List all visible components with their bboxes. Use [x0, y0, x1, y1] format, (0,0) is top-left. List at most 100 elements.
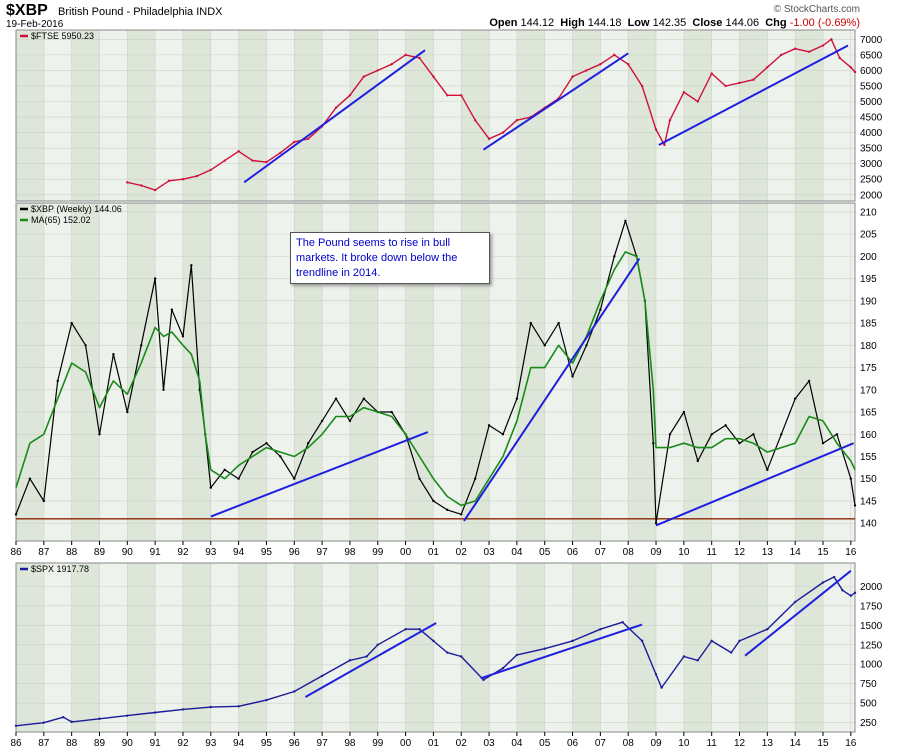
series-point — [251, 159, 254, 162]
x-tick-label: 94 — [233, 547, 245, 558]
series-point — [780, 53, 783, 57]
series-point — [460, 513, 463, 516]
series-point — [654, 128, 658, 131]
x-tick-label: 90 — [122, 738, 134, 749]
series-point — [599, 627, 602, 631]
x-tick-label: 94 — [233, 738, 245, 749]
low-label: Low — [627, 17, 650, 29]
x-tick-label: 86 — [10, 547, 22, 558]
year-band — [16, 563, 44, 732]
x-tick-label: 03 — [484, 738, 496, 749]
series-point — [432, 499, 435, 503]
trendline — [210, 431, 429, 518]
series-point — [668, 118, 672, 122]
series-point — [390, 62, 393, 66]
series-point — [460, 94, 463, 97]
legend-label: $XBP (Weekly) 144.06 — [31, 204, 122, 214]
x-tick-label: 00 — [400, 738, 412, 749]
quote-summary: Open 144.12 High 144.18 Low 142.35 Close… — [489, 17, 860, 29]
x-tick-label: 99 — [372, 738, 384, 749]
year-band — [349, 30, 378, 201]
series-point — [348, 419, 352, 423]
y-tick-label: 155 — [860, 452, 877, 463]
y-tick-label: 140 — [860, 519, 877, 530]
series-point — [621, 620, 624, 624]
series-point — [432, 75, 435, 78]
y-tick-label: 150 — [860, 474, 877, 485]
x-tick-label: 16 — [845, 547, 857, 558]
series-point — [599, 62, 602, 66]
x-tick-label: 93 — [205, 547, 217, 558]
y-tick-label: 1000 — [860, 660, 883, 671]
series-point — [170, 308, 174, 311]
series-point — [738, 441, 741, 445]
legend-label: $SPX 1917.78 — [31, 564, 89, 574]
year-band — [739, 30, 768, 201]
year-band — [405, 563, 434, 732]
series-point — [571, 375, 574, 378]
chart-date: 19-Feb-2016 — [6, 19, 64, 30]
series-point — [557, 321, 560, 325]
trendline — [482, 52, 629, 151]
x-tick-label: 15 — [817, 547, 829, 558]
year-band — [238, 203, 267, 541]
x-tick-label: 89 — [94, 547, 106, 558]
series-point — [167, 179, 171, 182]
series-point — [835, 433, 839, 436]
y-tick-label: 180 — [860, 341, 877, 352]
series-point — [70, 321, 73, 325]
year-band — [572, 203, 601, 541]
series-point — [153, 711, 157, 714]
y-tick-label: 1250 — [860, 640, 883, 651]
year-band — [516, 203, 545, 541]
series-point — [140, 344, 143, 347]
x-tick-label: 01 — [428, 547, 440, 558]
x-tick-label: 10 — [678, 738, 690, 749]
y-tick-label: 195 — [860, 274, 877, 285]
panel-1: 2000 2500 3000 3500 4000 4500 5000 5500 6000 6500… — [15, 29, 883, 202]
year-band — [294, 30, 323, 201]
series-point — [710, 639, 713, 643]
series-point — [543, 344, 546, 347]
instrument-name: British Pound - Philadelphia INDX — [58, 6, 222, 18]
x-tick-label: 96 — [289, 738, 301, 749]
year-band — [127, 203, 156, 541]
x-tick-label: 93 — [205, 738, 217, 749]
y-tick-label: 750 — [860, 679, 877, 690]
panel-frame — [15, 202, 856, 542]
year-band — [572, 563, 601, 732]
year-band — [127, 563, 156, 732]
series-point — [821, 44, 825, 47]
series-point — [807, 379, 811, 383]
series-point — [348, 94, 352, 97]
series-point — [613, 53, 616, 57]
series-point — [696, 659, 699, 662]
series-point — [460, 655, 463, 658]
x-tick-label: 90 — [122, 547, 134, 558]
y-tick-label: 2000 — [860, 190, 883, 201]
y-tick-label: 4000 — [860, 128, 883, 139]
y-tick-label: 1500 — [860, 621, 883, 632]
series-point — [830, 38, 833, 41]
series-point — [849, 477, 853, 480]
x-tick-label: 88 — [66, 547, 78, 558]
x-tick-label: 13 — [762, 738, 774, 749]
year-band — [182, 563, 211, 732]
trendline — [480, 623, 643, 680]
series-point — [265, 698, 268, 702]
series-point — [752, 433, 755, 436]
series-point — [652, 441, 655, 445]
year-band — [739, 563, 768, 732]
series-point — [334, 106, 338, 109]
series-point — [181, 708, 185, 711]
close-value: 144.06 — [725, 17, 760, 29]
series-point — [181, 178, 185, 181]
series-point — [654, 673, 658, 676]
series-point — [84, 344, 87, 347]
x-tick-label: 10 — [678, 547, 690, 558]
year-band — [795, 563, 823, 732]
series-point — [237, 705, 240, 708]
x-tick-label: 14 — [790, 547, 802, 558]
series-point — [571, 639, 574, 643]
